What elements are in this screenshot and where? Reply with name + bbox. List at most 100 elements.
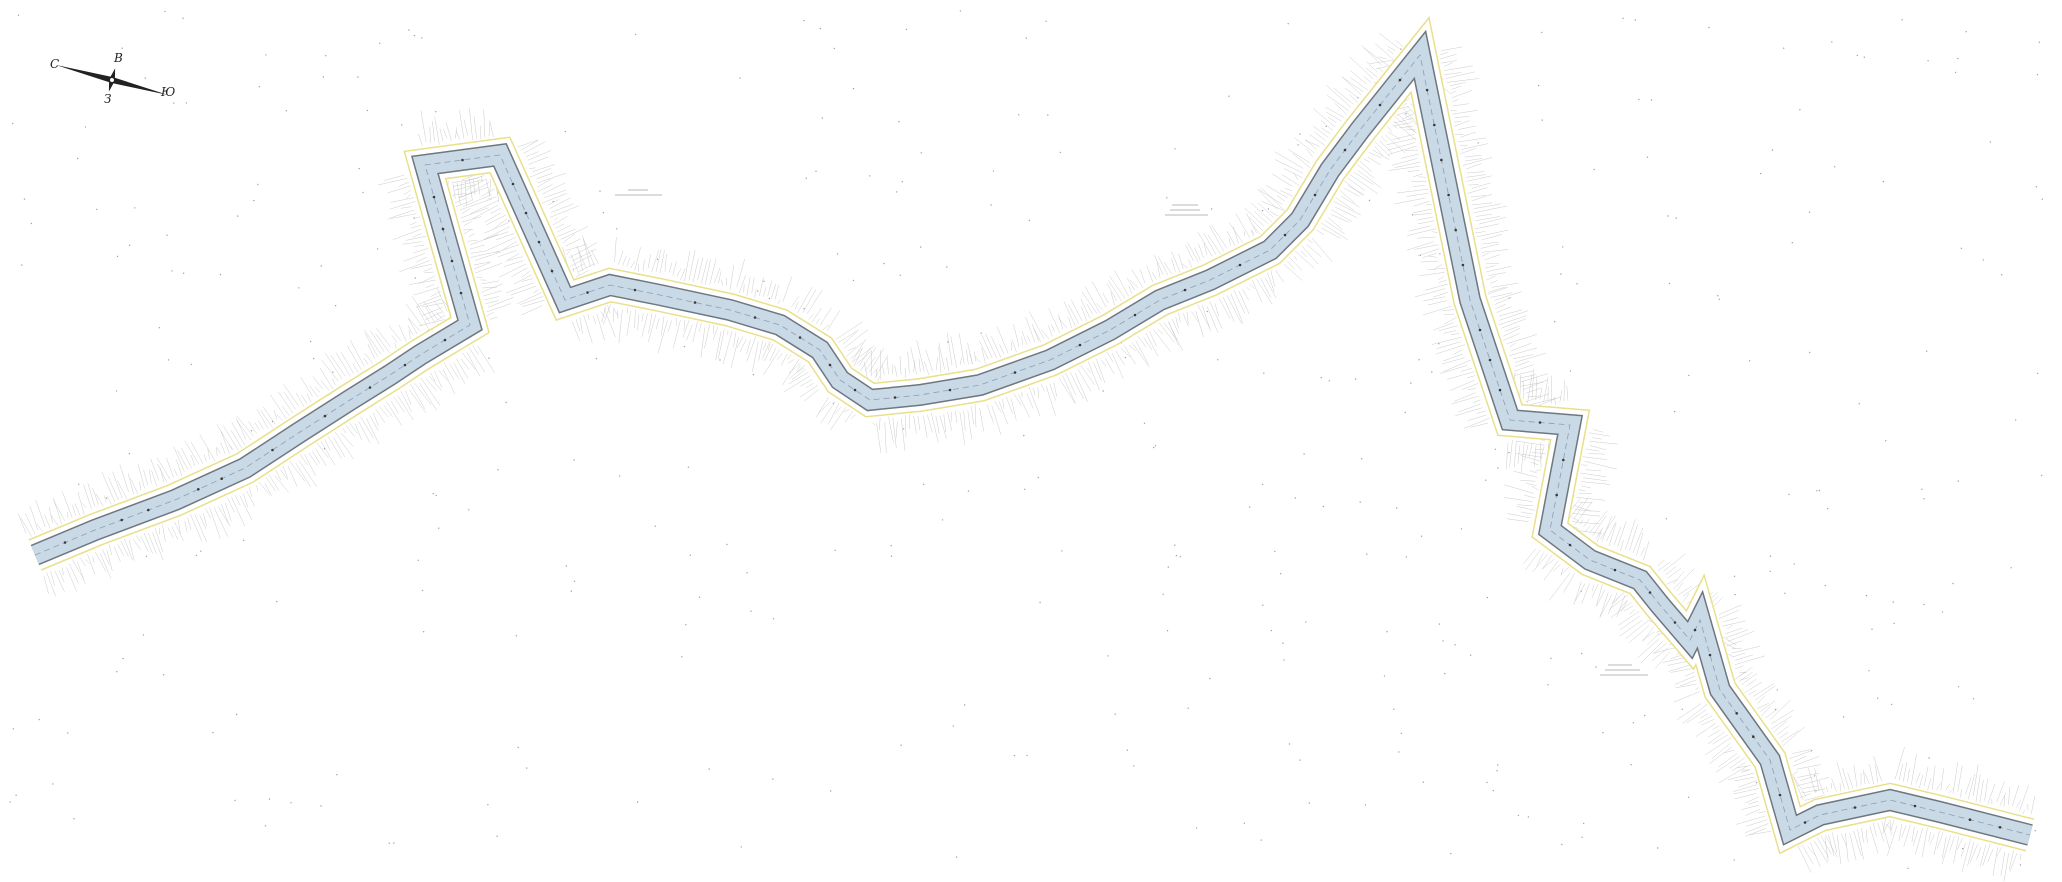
survey-point: [967, 490, 970, 492]
slope-hatch-line: [510, 285, 537, 296]
slope-hatch-line: [895, 421, 898, 439]
survey-point: [1162, 593, 1164, 595]
slope-hatch-line: [1513, 471, 1538, 478]
slope-hatch-line: [1431, 231, 1438, 233]
slope-hatch-line: [781, 354, 788, 366]
slope-hatch-line: [1451, 85, 1461, 90]
slope-hatch-line: [334, 431, 354, 459]
slope-hatch-line: [1226, 231, 1236, 247]
slope-hatch-line: [1510, 342, 1532, 352]
slope-hatch-line: [576, 245, 587, 269]
slope-hatch-line: [1343, 187, 1360, 197]
slope-hatch-line: [69, 563, 79, 584]
slope-hatch-line: [1375, 43, 1394, 60]
survey-point: [435, 494, 437, 497]
slope-hatch-line: [426, 378, 437, 392]
slope-hatch-line: [537, 178, 551, 188]
slope-hatch-line: [1748, 690, 1756, 695]
slope-hatch-line: [1853, 830, 1862, 856]
slope-hatch-line: [844, 410, 854, 423]
slope-hatch-line: [1670, 668, 1693, 673]
slope-hatch-line: [1734, 665, 1744, 670]
slope-hatch-line: [503, 260, 524, 267]
annotation-block-3: [1600, 664, 1648, 676]
picket-mark: [1343, 148, 1347, 152]
survey-point: [719, 359, 721, 361]
picket-mark: [441, 227, 445, 231]
picket-mark: [368, 386, 372, 389]
survey-point: [320, 805, 322, 807]
slope-hatch-line: [1488, 286, 1506, 293]
slope-hatch-line: [1423, 296, 1446, 301]
slope-hatch-line: [1566, 385, 1569, 401]
slope-hatch-line: [797, 365, 801, 371]
slope-hatch-line: [1771, 715, 1792, 730]
slope-hatch-line: [1820, 835, 1832, 855]
slope-hatch-line: [1987, 849, 1994, 862]
slope-hatch-line: [282, 465, 288, 479]
slope-hatch-line: [1475, 216, 1500, 221]
slope-hatch-line: [1804, 795, 1823, 801]
slope-hatch-line: [1320, 222, 1349, 241]
survey-point: [883, 262, 885, 265]
slope-hatch-line: [1817, 837, 1829, 858]
survey-point: [195, 554, 198, 557]
survey-point: [73, 818, 75, 820]
slope-hatch-line: [1443, 359, 1471, 372]
survey-point: [833, 47, 835, 50]
slope-hatch-line: [959, 412, 965, 445]
slope-hatch-line: [1673, 691, 1700, 703]
slope-hatch-line: [1525, 387, 1541, 394]
survey-point: [1294, 497, 1297, 499]
slope-hatch-line: [931, 412, 939, 443]
slope-hatch-line: [1157, 328, 1164, 335]
slope-hatch-line: [1837, 834, 1842, 865]
slope-hatch-line: [1053, 382, 1057, 397]
slope-hatch-line: [231, 422, 245, 446]
slope-hatch-line: [499, 263, 526, 278]
survey-point: [1154, 445, 1157, 447]
slope-hatch-line: [1441, 46, 1463, 51]
slope-hatch-line: [1776, 725, 1790, 736]
slope-hatch-line: [1903, 824, 1911, 847]
slope-hatch-line: [1405, 128, 1416, 131]
slope-hatch-line: [709, 258, 717, 285]
slope-hatch-line: [1709, 746, 1733, 764]
survey-point: [656, 258, 659, 261]
survey-point: [595, 357, 598, 360]
slope-hatch-line: [1942, 836, 1947, 859]
survey-point: [1718, 298, 1721, 300]
slope-hatch-line: [1328, 217, 1343, 230]
slope-hatch-line: [199, 514, 207, 529]
slope-hatch-line: [1446, 78, 1479, 83]
slope-hatch-line: [770, 283, 777, 299]
slope-hatch-line: [767, 280, 773, 297]
picket-mark: [1555, 493, 1558, 497]
slope-hatch-line: [1578, 501, 1593, 504]
slope-hatch-line: [1726, 640, 1743, 647]
survey-point: [1842, 716, 1845, 718]
slope-hatch-line: [1256, 188, 1278, 210]
picket-mark: [450, 259, 454, 263]
slope-hatch-line: [423, 301, 438, 320]
survey-point: [1769, 570, 1771, 573]
slope-hatch-line: [414, 245, 425, 247]
survey-point: [435, 111, 437, 113]
slope-hatch-line: [1588, 432, 1610, 437]
slope-hatch-line: [1391, 124, 1398, 129]
slope-hatch-line: [1330, 213, 1349, 223]
slope-hatch-line: [1940, 768, 1944, 791]
survey-point: [1561, 843, 1563, 846]
slope-hatch-line: [1335, 206, 1358, 218]
survey-point: [1405, 113, 1407, 115]
slope-hatch-line: [1585, 448, 1600, 452]
slope-hatch-line: [1509, 439, 1513, 468]
slope-hatch-line: [1428, 255, 1438, 258]
slope-hatch-line: [1824, 837, 1829, 862]
slope-hatch-line: [1506, 334, 1538, 344]
survey-point: [2038, 41, 2041, 43]
slope-hatch-line: [874, 355, 889, 379]
survey-point: [1923, 498, 1925, 500]
slope-hatch-line: [77, 561, 86, 584]
slope-hatch-line: [759, 277, 764, 297]
